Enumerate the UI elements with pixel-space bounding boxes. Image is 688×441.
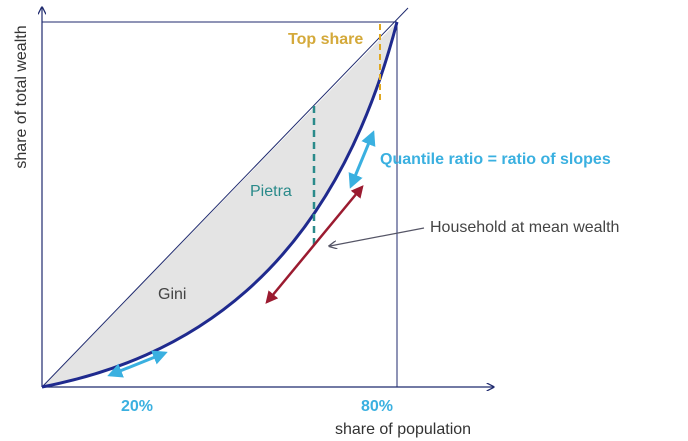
- mean-tangent: [265, 185, 364, 304]
- quantile-label: Quantile ratio = ratio of slopes: [380, 151, 611, 168]
- slope-arrow-80: [348, 130, 376, 189]
- mean-household-label: Household at mean wealth: [430, 219, 619, 236]
- x-axis-label: share of population: [335, 421, 471, 438]
- equality-line: [41, 7, 409, 388]
- lorenz-curve: [41, 21, 399, 389]
- pietra-label: Pietra: [250, 183, 292, 200]
- y-axis-label: share of total wealth: [13, 25, 30, 168]
- slope-arrow-20: [107, 350, 168, 378]
- pointer-arrow: [330, 227, 425, 246]
- top-share-label: Top share: [288, 31, 363, 48]
- gini-label: Gini: [158, 286, 186, 303]
- x-mark: 20%: [121, 398, 153, 415]
- x-mark: 80%: [361, 398, 393, 415]
